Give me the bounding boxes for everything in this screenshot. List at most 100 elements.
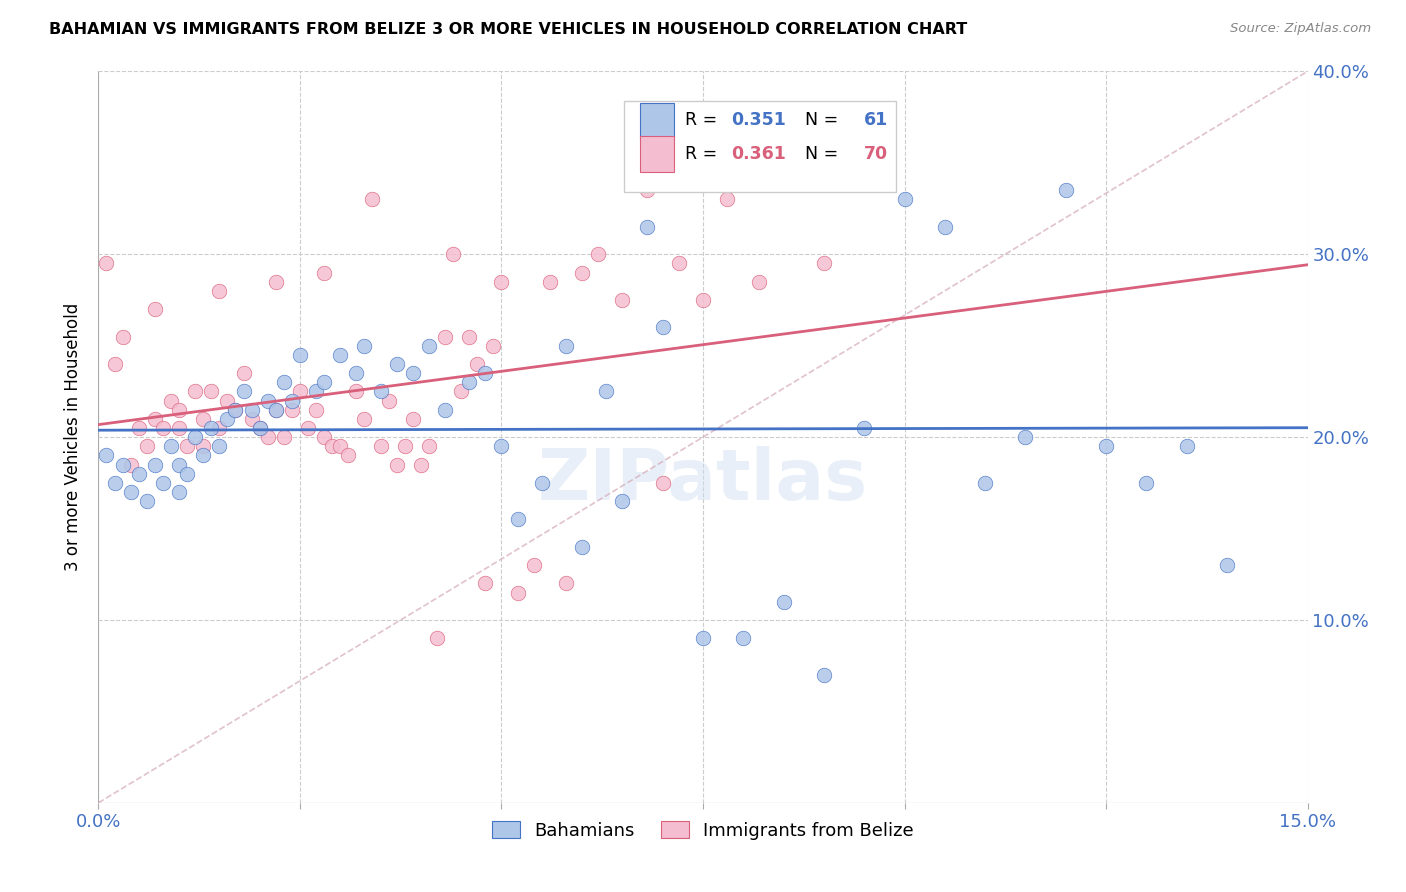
Point (636, 183, 658, 197)
Point (143, 412, 166, 426)
Text: 61: 61 (863, 112, 889, 129)
Text: 0.361: 0.361 (731, 145, 786, 163)
Point (571, 266, 593, 280)
Point (264, 402, 287, 417)
Point (111, 329, 134, 343)
Point (120, 485, 142, 500)
Point (184, 430, 207, 444)
Point (523, 558, 546, 573)
Point (934, 219, 956, 234)
Point (344, 366, 367, 380)
Text: R =: R = (685, 145, 723, 163)
Point (1135, 475, 1157, 490)
Point (176, 439, 198, 453)
Text: 70: 70 (863, 145, 889, 163)
Point (385, 458, 408, 472)
Point (733, 632, 755, 646)
Point (377, 393, 399, 408)
Point (394, 439, 416, 453)
Point (103, 475, 125, 490)
Point (813, 256, 835, 270)
Point (434, 402, 457, 417)
Point (370, 439, 392, 453)
Point (1216, 558, 1239, 573)
Point (1014, 430, 1036, 444)
Point (96, 448, 118, 462)
Point (314, 430, 336, 444)
Point (111, 458, 134, 472)
FancyBboxPatch shape (640, 136, 673, 171)
Point (555, 338, 578, 352)
Text: 0.351: 0.351 (731, 112, 786, 129)
Point (135, 439, 157, 453)
Point (143, 301, 166, 317)
Point (160, 393, 183, 408)
Point (240, 412, 263, 426)
Point (152, 421, 174, 435)
Point (474, 576, 496, 591)
Point (305, 402, 328, 417)
Point (441, 247, 464, 261)
Point (1175, 439, 1198, 453)
Point (176, 467, 198, 481)
Text: N =: N = (793, 145, 844, 163)
Point (305, 384, 328, 399)
Text: Source: ZipAtlas.com: Source: ZipAtlas.com (1230, 22, 1371, 36)
Point (208, 421, 231, 435)
Point (281, 393, 304, 408)
Point (193, 439, 215, 453)
Point (586, 247, 609, 261)
Point (491, 439, 513, 453)
Point (538, 275, 561, 289)
Point (160, 439, 183, 453)
Point (974, 475, 997, 490)
Point (385, 357, 408, 371)
Point (208, 284, 231, 298)
Point (184, 384, 207, 399)
Point (217, 393, 239, 408)
Point (474, 366, 496, 380)
Point (893, 192, 915, 206)
Point (571, 540, 593, 554)
Point (167, 458, 190, 472)
Point (167, 485, 190, 500)
Point (482, 338, 505, 352)
Text: R =: R = (685, 112, 723, 129)
Point (193, 448, 215, 462)
Point (200, 421, 222, 435)
Point (240, 402, 263, 417)
Point (103, 357, 125, 371)
FancyBboxPatch shape (640, 103, 673, 138)
Point (426, 632, 449, 646)
Point (450, 384, 472, 399)
Point (256, 393, 278, 408)
Point (772, 594, 794, 608)
Point (716, 192, 738, 206)
Point (273, 375, 295, 389)
Point (612, 494, 634, 508)
Point (344, 384, 367, 399)
Point (329, 439, 352, 453)
Point (208, 439, 231, 453)
Point (193, 412, 215, 426)
Point (506, 585, 529, 599)
Text: N =: N = (793, 112, 844, 129)
Point (321, 439, 343, 453)
Point (555, 576, 578, 591)
Point (314, 375, 336, 389)
Point (813, 667, 835, 681)
Point (264, 402, 287, 417)
Point (506, 512, 529, 526)
Point (143, 458, 166, 472)
Point (232, 366, 254, 380)
Point (434, 329, 457, 343)
Point (692, 293, 714, 307)
Point (418, 338, 440, 352)
Point (337, 448, 360, 462)
Point (651, 475, 673, 490)
Point (96, 256, 118, 270)
Point (329, 348, 352, 362)
Point (1095, 439, 1118, 453)
Point (458, 375, 481, 389)
Point (491, 275, 513, 289)
